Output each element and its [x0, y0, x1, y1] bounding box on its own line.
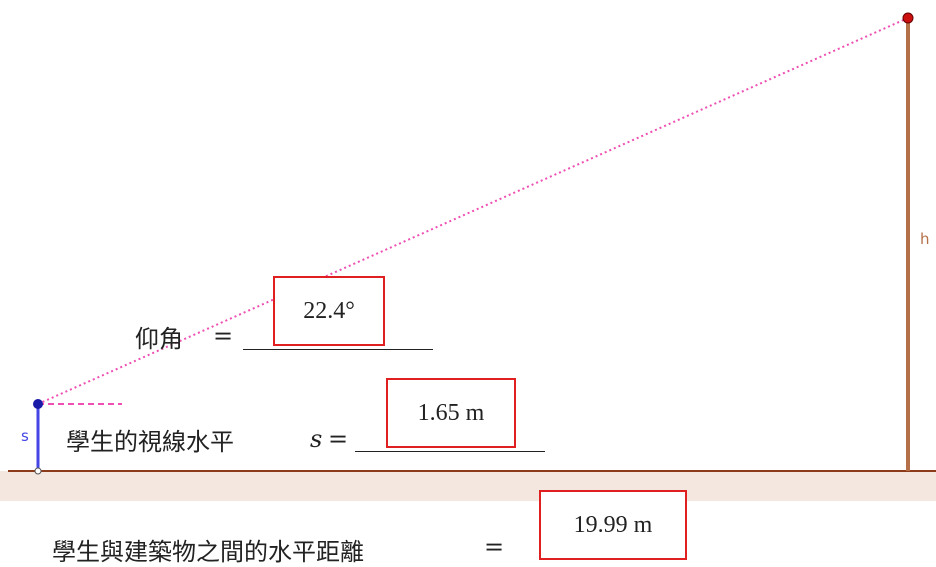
sight-line — [37, 17, 909, 405]
distance-label: 學生與建築物之間的水平距離 — [52, 538, 364, 566]
angle-label: 仰角 — [135, 325, 183, 353]
building-segment-label: h — [920, 230, 930, 248]
student-foot-point[interactable] — [34, 467, 42, 475]
angle-value-box: 22.4° — [273, 276, 385, 346]
eye-level-value-box: 1.65 m — [386, 378, 516, 448]
ground-band — [0, 471, 936, 501]
distance-equals: = — [484, 533, 505, 561]
distance-value-box: 19.99 m — [539, 490, 687, 560]
student-segment-label: s — [21, 427, 29, 445]
angle-equals: = — [213, 322, 234, 350]
student-eye-point[interactable] — [33, 399, 43, 409]
building-top-point[interactable] — [902, 12, 914, 24]
eye-level-equals: = — [328, 425, 349, 453]
eye-level-var: s — [310, 425, 323, 453]
angle-underline — [243, 349, 433, 350]
eye-level-underline — [355, 451, 545, 452]
eye-level-label: 學生的視線水平 — [66, 428, 234, 456]
